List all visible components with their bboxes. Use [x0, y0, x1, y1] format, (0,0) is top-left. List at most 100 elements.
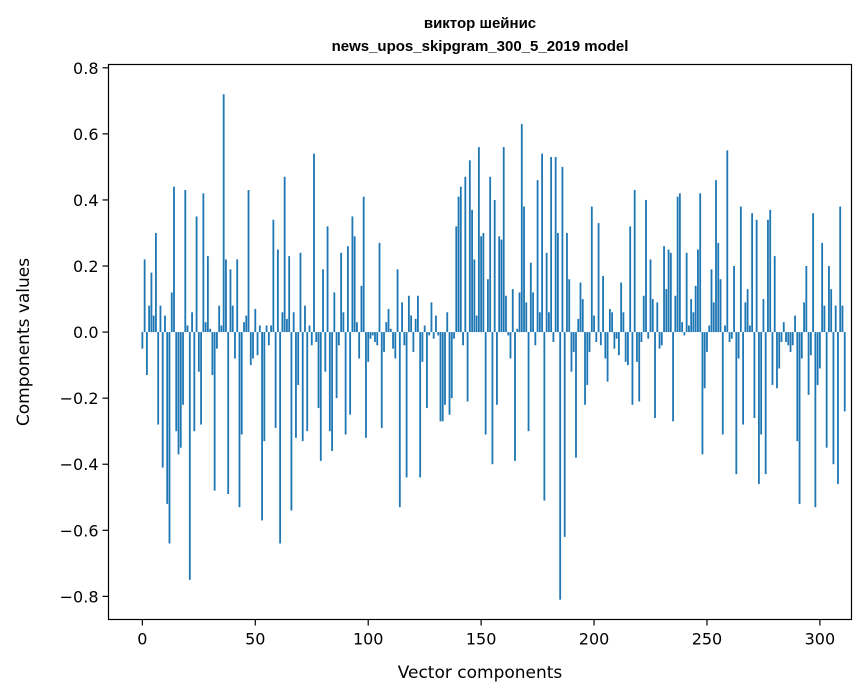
bar-8 [159, 305, 162, 333]
bar-186 [561, 166, 564, 333]
bar-115 [401, 302, 403, 333]
bar-124 [421, 332, 424, 362]
x-tick-label: 250 [692, 630, 723, 649]
bar-117 [405, 332, 408, 478]
bar-148 [475, 315, 478, 333]
bar-249 [703, 332, 706, 389]
bar-166 [516, 328, 519, 333]
bar-307 [834, 305, 837, 333]
y-tick-label: −0.2 [60, 389, 99, 408]
bar-161 [505, 295, 507, 333]
bar-17 [179, 332, 182, 448]
bar-240 [683, 332, 686, 336]
bar-245 [694, 285, 697, 333]
bar-96 [358, 332, 361, 359]
bar-210 [615, 332, 618, 339]
chart-title-line1: виктор шейнис [424, 15, 536, 32]
bar-23 [193, 332, 196, 432]
bar-173 [532, 292, 534, 333]
bar-68 [295, 332, 297, 438]
bar-229 [658, 332, 661, 349]
bar-31 [211, 332, 214, 376]
bar-167 [518, 292, 521, 333]
bar-52 [258, 325, 261, 333]
bar-110 [389, 328, 392, 333]
bar-97 [360, 285, 363, 333]
y-tick-label: −0.8 [60, 587, 99, 606]
bar-25 [197, 332, 200, 372]
bar-290 [796, 332, 799, 442]
bar-143 [464, 176, 467, 333]
bar-221 [640, 332, 643, 342]
bar-305 [830, 289, 833, 333]
bar-67 [292, 312, 295, 333]
bar-45 [243, 322, 245, 333]
bar-181 [550, 157, 553, 333]
bar-157 [496, 332, 498, 405]
bar-19 [184, 190, 187, 333]
bar-215 [627, 332, 629, 366]
bar-199 [590, 206, 593, 333]
bar-21 [188, 332, 191, 580]
bar-6 [155, 232, 157, 333]
bar-78 [317, 332, 320, 409]
y-tick-label: 0.6 [73, 125, 98, 144]
bar-59 [274, 332, 277, 428]
bar-14 [173, 186, 175, 333]
bar-256 [719, 279, 722, 333]
bar-252 [710, 269, 713, 333]
bar-128 [430, 302, 433, 333]
bar-119 [410, 315, 413, 333]
bar-129 [432, 332, 435, 339]
bar-113 [396, 269, 399, 333]
bar-306 [832, 332, 835, 465]
bar-35 [220, 325, 223, 333]
bar-192 [575, 332, 577, 458]
bar-58 [272, 219, 275, 333]
bar-125 [423, 325, 426, 333]
bar-56 [267, 332, 270, 346]
bar-233 [667, 249, 670, 333]
bar-310 [841, 305, 844, 333]
bar-95 [356, 322, 358, 333]
bar-70 [299, 252, 302, 333]
bar-33 [216, 332, 218, 349]
bar-281 [776, 332, 778, 389]
bar-107 [383, 332, 385, 352]
bar-278 [769, 209, 772, 333]
bar-44 [240, 332, 243, 435]
bar-213 [622, 312, 625, 333]
bar-71 [301, 332, 304, 442]
bar-69 [297, 332, 300, 385]
bar-208 [611, 312, 614, 333]
bar-188 [566, 232, 568, 333]
bar-46 [245, 315, 248, 333]
bar-244 [692, 312, 695, 333]
bar-168 [520, 123, 523, 333]
bar-130 [435, 315, 437, 333]
bar-219 [636, 332, 638, 362]
bar-81 [324, 332, 327, 372]
bar-286 [787, 332, 790, 346]
bar-224 [647, 332, 650, 339]
bar-43 [238, 332, 241, 508]
bar-297 [812, 213, 815, 333]
bar-298 [814, 332, 817, 508]
bar-191 [572, 332, 575, 352]
bar-30 [209, 328, 212, 333]
bar-263 [735, 332, 738, 475]
bar-149 [477, 147, 480, 333]
bar-247 [699, 193, 702, 333]
bar-41 [234, 332, 236, 359]
bar-222 [642, 295, 645, 333]
bar-38 [227, 332, 230, 494]
bar-289 [794, 315, 796, 333]
bar-261 [730, 332, 733, 339]
bar-177 [541, 153, 544, 333]
bar-99 [365, 332, 367, 438]
bar-85 [333, 292, 336, 333]
bar-131 [437, 332, 440, 336]
bar-114 [398, 332, 401, 508]
bar-301 [821, 242, 824, 333]
